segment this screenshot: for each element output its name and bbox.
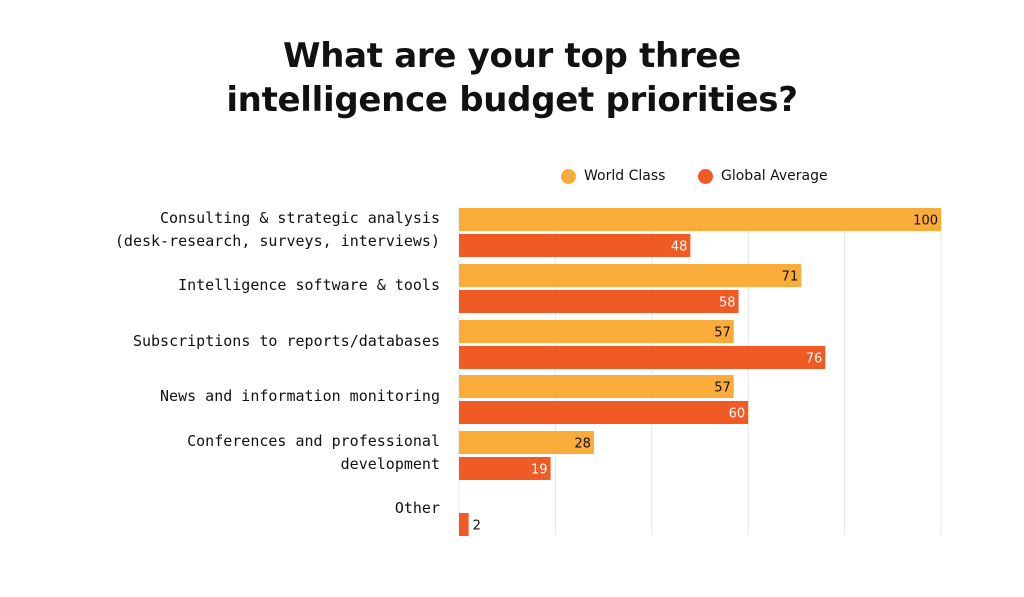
category-label-line: News and information monitoring (160, 387, 440, 405)
legend-item-world-class: World Class (561, 168, 665, 184)
value-label-global-average-conferences-and-professional: 19 (531, 463, 548, 478)
bar-global-average-other (459, 513, 469, 536)
legend-swatch-global-average (698, 168, 713, 184)
category-label-line: (desk-research, surveys, interviews) (114, 231, 440, 250)
legend-label-global-average: Global Average (721, 168, 828, 184)
bar-global-average-consulting-strategic-analysis (459, 234, 691, 257)
bar-global-average-conferences-and-professional (459, 457, 551, 480)
value-label-world-class-conferences-and-professional: 28 (574, 437, 591, 452)
chart-title-line-2: intelligence budget priorities? (226, 80, 798, 120)
value-label-world-class-subscriptions-to-reports-databases: 57 (714, 326, 731, 341)
bar-world-class-news-and-information-monitoring (459, 375, 734, 398)
category-label-line: Other (394, 499, 440, 517)
legend: World Class Global Average (0, 168, 1024, 190)
bar-global-average-subscriptions-to-reports-databases (459, 346, 826, 369)
value-label-world-class-consulting-strategic-analysis: 100 (913, 214, 938, 229)
value-label-global-average-other: 2 (473, 519, 481, 534)
category-label-intelligence-software-tools: Intelligence software & tools (178, 274, 440, 297)
category-label-subscriptions-to-reports-databases: Subscriptions to reports/databases (133, 330, 440, 353)
category-label-line: Subscriptions to reports/databases (132, 332, 440, 350)
bar-world-class-intelligence-software-tools (459, 264, 802, 287)
value-label-global-average-consulting-strategic-analysis: 48 (671, 240, 688, 255)
category-label-line: development (340, 454, 440, 473)
value-label-global-average-news-and-information-monitoring: 60 (729, 407, 746, 422)
legend-swatch-world-class (561, 168, 576, 184)
category-label-consulting-strategic-analysis: Consulting & strategic analysis (desk-res… (115, 207, 440, 253)
category-label-line: Consulting & strategic analysis (160, 208, 440, 227)
chart-title: What are your top three intelligence bud… (0, 34, 1024, 122)
value-label-world-class-news-and-information-monitoring: 57 (714, 381, 731, 396)
category-label-conferences-and-professional: Conferences and professional development (187, 430, 440, 476)
bar-world-class-subscriptions-to-reports-databases (459, 320, 734, 343)
category-label-line: Intelligence software & tools (178, 276, 440, 294)
bar-global-average-intelligence-software-tools (459, 290, 739, 313)
legend-item-global-average: Global Average (698, 168, 828, 184)
chart-title-line-1: What are your top three (283, 36, 741, 76)
category-label-line: Conferences and professional (187, 431, 440, 450)
bar-global-average-news-and-information-monitoring (459, 401, 749, 424)
bar-world-class-conferences-and-professional (459, 431, 594, 454)
bar-world-class-consulting-strategic-analysis (459, 208, 941, 231)
category-label-news-and-information-monitoring: News and information monitoring (160, 385, 440, 408)
value-label-global-average-subscriptions-to-reports-databases: 76 (806, 352, 823, 367)
value-label-world-class-intelligence-software-tools: 71 (782, 270, 799, 285)
legend-label-world-class: World Class (584, 168, 666, 184)
value-label-global-average-intelligence-software-tools: 58 (719, 296, 736, 311)
category-label-other: Other (395, 497, 440, 520)
